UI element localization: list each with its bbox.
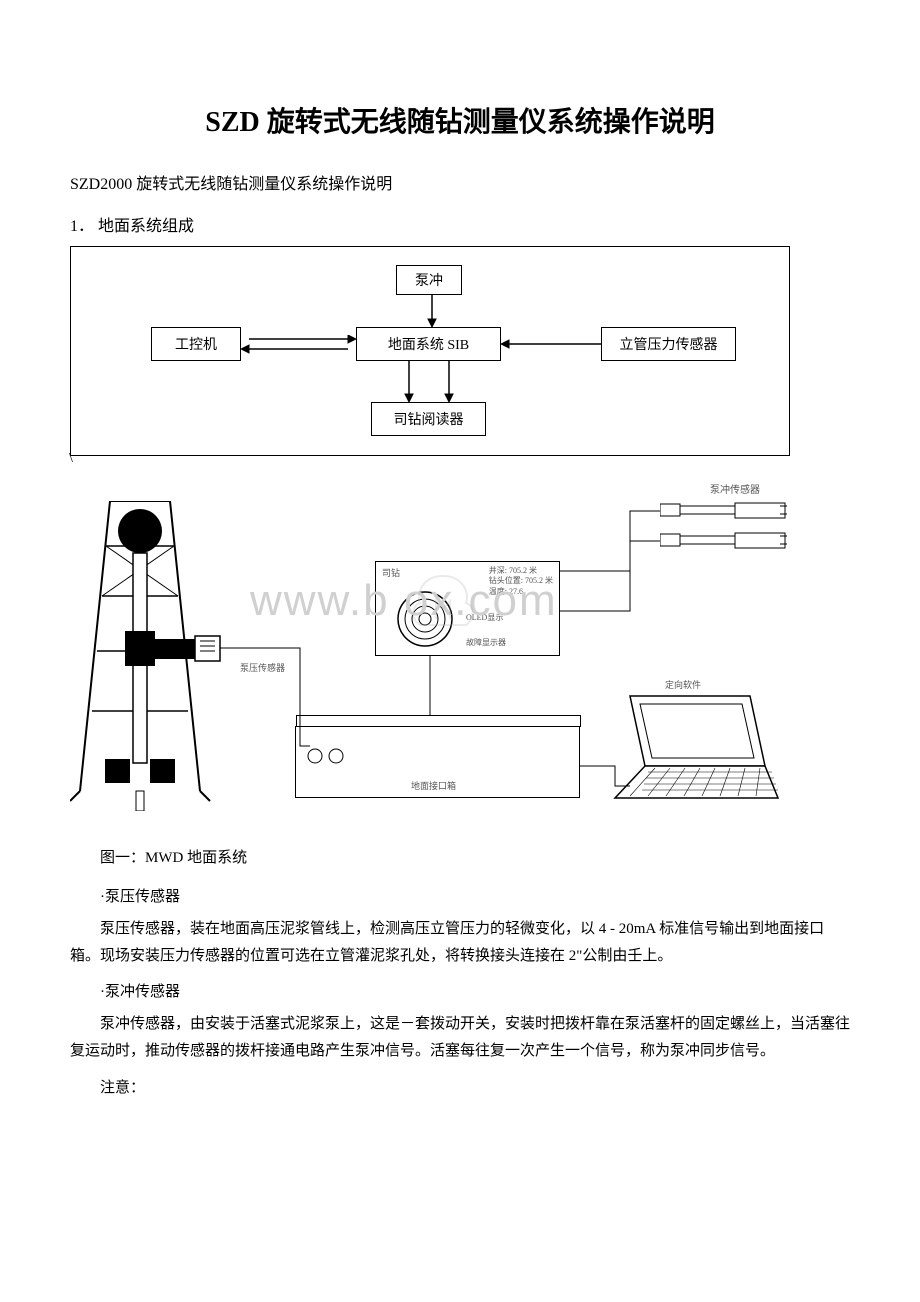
figure-1-caption: 图一：MWD 地面系统 — [100, 846, 850, 867]
pump-sensor-paragraph: 泵冲传感器，由安装于活塞式泥浆泵上，这是－套拨动开关，安装时把拨杆靠在泵活塞杆的… — [70, 1011, 850, 1065]
press-sensor-paragraph: 泵压传感器，装在地面高压泥浆管线上，检测高压立管压力的轻微变化，以 4 - 20… — [70, 916, 850, 970]
box-ipc: 工控机 — [151, 327, 241, 361]
block-diagram: 泵冲 工控机 地面系统 SIB 立管压力传感器 司钻阅读器 \ — [70, 246, 790, 456]
connection-lines — [70, 476, 790, 816]
stray-slash: \ — [69, 451, 73, 467]
arrow-sib-to-reader-1 — [403, 361, 415, 402]
watermark-logo-icon — [408, 571, 478, 631]
box-driller-reader: 司钻阅读器 — [371, 402, 486, 436]
arrow-sensor-to-sib — [501, 339, 601, 351]
box-ground-sib: 地面系统 SIB — [356, 327, 501, 361]
section-1-heading: 1． 地面系统组成 — [70, 212, 850, 236]
press-sensor-heading: ·泵压传感器 — [100, 885, 850, 906]
arrow-sib-to-reader-2 — [443, 361, 455, 402]
box-standpipe-sensor: 立管压力传感器 — [601, 327, 736, 361]
subtitle-text: SZD2000 旋转式无线随钻测量仪系统操作说明 — [70, 170, 850, 194]
arrow-ipc-sib-bi — [241, 335, 356, 355]
arrow-pump-to-sib — [426, 295, 438, 327]
box-pump-stroke: 泵冲 — [396, 265, 462, 295]
page-title: SZD 旋转式无线随钻测量仪系统操作说明 — [70, 100, 850, 140]
pump-sensor-heading: ·泵冲传感器 — [100, 980, 850, 1001]
note-heading: 注意： — [70, 1075, 850, 1102]
system-diagram: 泵冲传感器 泵压传感器 — [70, 476, 790, 836]
